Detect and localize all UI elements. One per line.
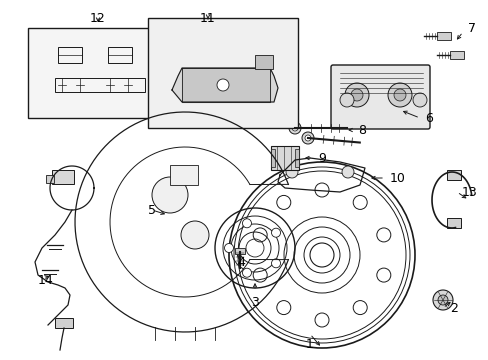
Bar (235, 248, 244, 254)
Text: 10: 10 (389, 171, 405, 184)
Text: 13: 13 (461, 185, 477, 198)
Text: 4: 4 (237, 256, 244, 269)
Circle shape (376, 228, 390, 242)
Circle shape (242, 219, 251, 228)
Circle shape (152, 177, 187, 213)
Bar (446, 170, 460, 180)
Text: 12: 12 (90, 12, 106, 25)
Bar (55, 78, 145, 92)
Circle shape (276, 301, 290, 315)
Text: 3: 3 (250, 296, 259, 309)
Circle shape (288, 122, 301, 134)
Bar (170, 165, 198, 185)
Circle shape (387, 83, 411, 107)
Bar (28, 28, 168, 118)
FancyBboxPatch shape (330, 65, 429, 129)
Circle shape (352, 301, 366, 315)
Circle shape (350, 89, 362, 101)
Bar (148, 18, 297, 128)
Circle shape (314, 313, 328, 327)
Circle shape (302, 132, 313, 144)
Circle shape (181, 221, 208, 249)
Circle shape (242, 268, 251, 277)
Circle shape (339, 93, 353, 107)
Circle shape (291, 125, 297, 131)
Circle shape (253, 268, 266, 282)
Circle shape (314, 183, 328, 197)
Bar (270, 149, 274, 167)
Circle shape (437, 295, 447, 305)
Circle shape (309, 243, 333, 267)
Circle shape (217, 79, 228, 91)
Circle shape (224, 243, 233, 252)
Circle shape (352, 195, 366, 210)
Circle shape (345, 83, 368, 107)
Text: 9: 9 (317, 152, 325, 165)
Text: 14: 14 (38, 274, 54, 287)
Text: 5: 5 (148, 203, 156, 216)
Bar (55, 318, 73, 328)
Circle shape (341, 166, 353, 178)
Circle shape (276, 195, 290, 210)
Circle shape (412, 93, 426, 107)
Circle shape (432, 290, 452, 310)
Circle shape (253, 228, 266, 242)
Bar (58, 47, 82, 63)
Bar (446, 218, 460, 228)
Polygon shape (182, 68, 269, 102)
Polygon shape (172, 68, 278, 102)
Bar (294, 149, 298, 167)
Circle shape (376, 268, 390, 282)
Text: 2: 2 (449, 302, 457, 315)
Circle shape (305, 135, 310, 141)
Circle shape (271, 259, 280, 268)
Bar (52, 170, 74, 184)
Text: 8: 8 (357, 123, 365, 136)
Text: 7: 7 (467, 22, 475, 35)
Bar (46, 175, 54, 183)
Circle shape (393, 89, 405, 101)
Text: 11: 11 (200, 12, 215, 25)
Bar (449, 51, 463, 59)
Circle shape (285, 166, 297, 178)
Text: 1: 1 (305, 338, 313, 351)
Bar (108, 47, 132, 63)
Circle shape (271, 228, 280, 237)
Bar (254, 55, 272, 69)
Text: 6: 6 (424, 112, 432, 125)
Bar (436, 32, 450, 40)
Bar (270, 146, 298, 170)
